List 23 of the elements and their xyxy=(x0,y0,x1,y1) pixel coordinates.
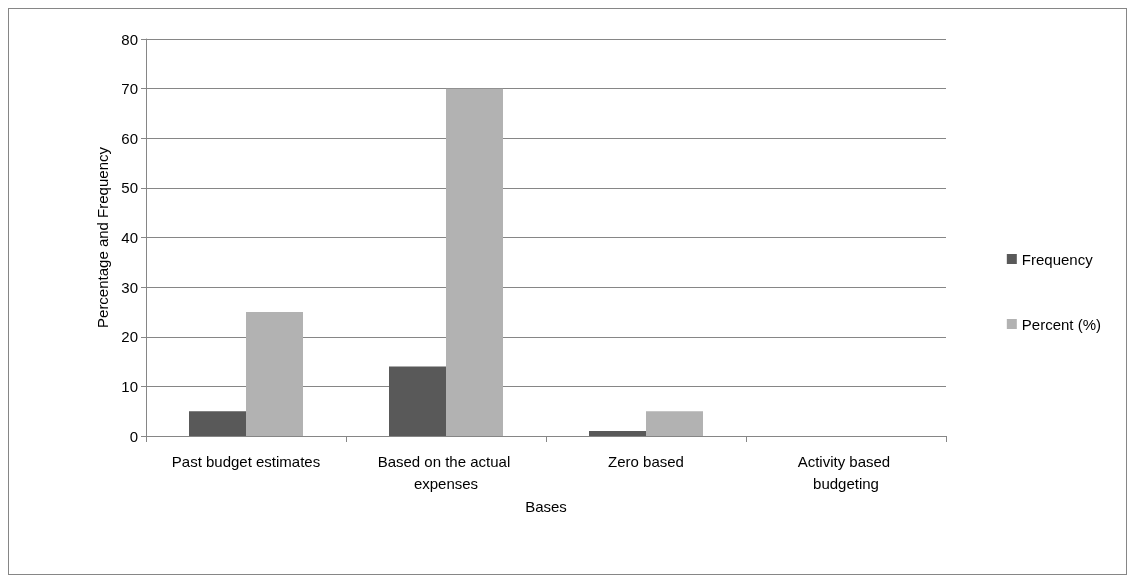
y-tick-label: 80 xyxy=(121,30,138,48)
y-axis-title: Percentage and Frequency xyxy=(94,146,112,328)
bar xyxy=(389,366,446,436)
y-tick-label: 60 xyxy=(121,129,138,147)
y-tick-label: 40 xyxy=(121,229,138,246)
x-tick-label: Zero based xyxy=(608,452,684,470)
x-tick-label: Past budget estimates xyxy=(171,452,321,470)
bar xyxy=(589,431,646,436)
x-tick-label: Based on the actual expenses xyxy=(377,452,515,492)
y-tick-label: 50 xyxy=(121,179,138,197)
x-tick-label: Activity based budgeting xyxy=(797,452,895,492)
y-tick-label: 10 xyxy=(121,377,138,395)
y-tick-label: 30 xyxy=(121,278,138,296)
x-axis-title: Bases xyxy=(525,497,567,515)
bar xyxy=(189,411,246,436)
legend-label: Frequency xyxy=(1021,250,1094,268)
bar xyxy=(646,411,703,436)
bar xyxy=(246,311,303,436)
y-tick-label: 20 xyxy=(121,328,138,346)
legend-label: Percent (%) xyxy=(1021,315,1102,333)
y-tick-label: 70 xyxy=(121,80,138,98)
bar xyxy=(446,88,503,436)
y-tick-label: 0 xyxy=(129,427,138,445)
